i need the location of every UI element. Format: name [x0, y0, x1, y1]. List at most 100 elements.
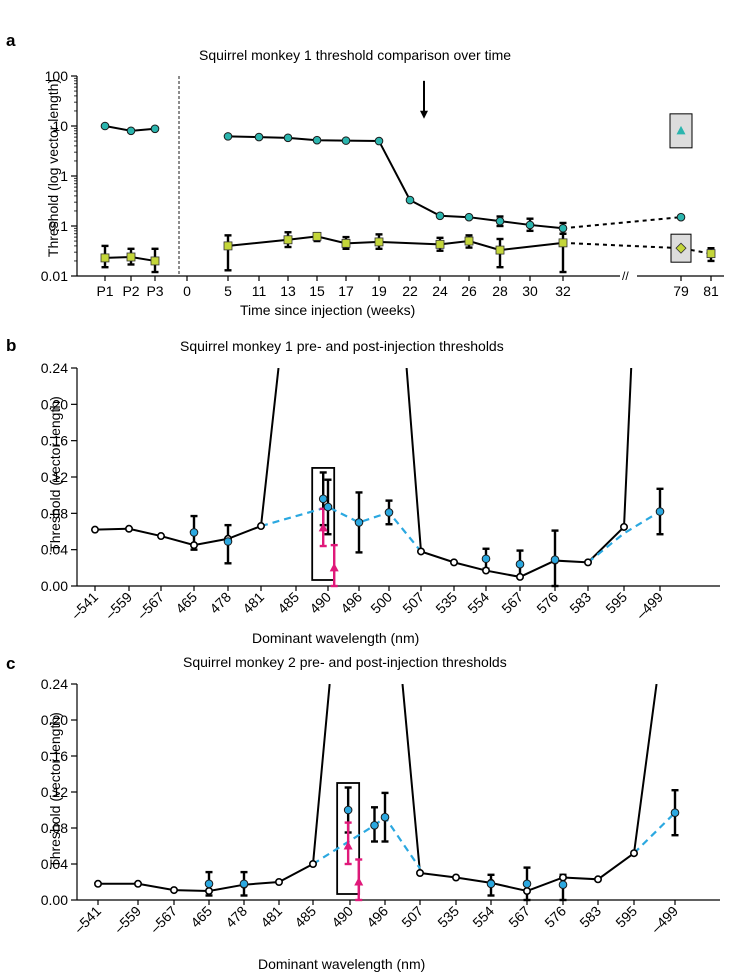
panel-b-x-tick-label: 478: [206, 589, 234, 617]
panel-a-x-tick-label: 24: [432, 283, 448, 299]
panel-c-series-1-point: [94, 879, 103, 888]
panel-c-y-tick-label: 0.04: [41, 856, 68, 872]
panel-b-x-tick-label: 507: [399, 589, 427, 617]
panel-c-series-1-point: [558, 873, 567, 882]
panel-c-x-tick-label: 554: [469, 903, 497, 931]
panel-a-x-tick-label: 17: [338, 283, 354, 299]
panel-a-series-1-point: [126, 126, 136, 136]
panel-a-highlighted-triangle: [676, 125, 686, 135]
panel-c-series-2-point: [670, 808, 680, 817]
panel-c-x-tick-label: 567: [505, 903, 533, 931]
panel-b-series-2-point: [515, 559, 525, 569]
panel-c-series-2-line: [633, 811, 676, 854]
panel-c-y-tick-label: 0.00: [41, 892, 68, 908]
panel-a-y-tick-label: 1: [60, 168, 68, 184]
panel-b-y-tick-label: 0.04: [41, 542, 68, 558]
panel-c-x-tick-label: 507: [398, 903, 426, 931]
panel-b-series-1-point: [190, 541, 199, 550]
panel-b-y-tick-label: 0.08: [41, 505, 68, 521]
panel-c-series-1-point: [274, 878, 283, 887]
panel-a-axis-break: //: [622, 269, 629, 283]
panel-b-series-1-point: [449, 558, 458, 567]
panel-a-x-tick-label: P3: [146, 283, 163, 299]
panel-b-title: Squirrel monkey 1 pre- and post-injectio…: [180, 338, 504, 354]
panel-a-series-2-point: [706, 249, 716, 259]
panel-c-x-tick-label: 535: [434, 903, 462, 931]
panel-b-series-2-point: [189, 528, 199, 537]
panel-b-x-tick-label: 496: [337, 589, 365, 617]
panel-a-series-2-point: [283, 235, 293, 245]
panel-a-series-1-point: [464, 212, 474, 222]
panel-a-series-2-point: [374, 237, 384, 247]
panel-b-plot: 0.00 0.04 0.08 0.12 0.16 0.20 0.24 –541 –559–567…: [41, 360, 720, 622]
panel-c-y-tick-label: 0.20: [41, 712, 68, 728]
panel-b-series-1-line: [405, 368, 633, 578]
panel-b-y-tick-label: 0.24: [41, 360, 68, 376]
panel-b-series-1-line: [94, 368, 280, 547]
panel-b-series-3-point: [329, 562, 339, 572]
panel-b-series-2-point: [655, 507, 665, 516]
panel-a-x-tick-label: 30: [522, 283, 538, 299]
panel-c-series-2-point: [486, 879, 496, 889]
panel-c-series-2-point: [343, 805, 353, 815]
panel-b-x-axis-label: Dominant wavelength (nm): [252, 630, 420, 646]
panel-a-series-1-point: [676, 212, 686, 222]
panel-b-series-2-line: [260, 505, 422, 553]
panel-a-y-tick-label: 0.01: [41, 268, 68, 284]
panel-c-series-3-point: [343, 841, 353, 850]
panel-b-x-tick-label: 535: [432, 589, 460, 617]
chart-panel-b: b Squirrel monkey 1 pre- and post-inject…: [0, 326, 731, 652]
panel-c-series-1-point: [522, 887, 531, 896]
panel-b-series-1-point: [125, 524, 134, 533]
panel-c-series-2-point: [370, 821, 379, 830]
panel-b-y-tick-label: 0.00: [41, 578, 68, 594]
panel-a-series-2-point: [223, 241, 233, 251]
panel-b-series-1-point: [416, 547, 425, 556]
panel-a-series-1-point: [100, 121, 110, 131]
panel-b-x-tick-label: –541: [68, 589, 101, 622]
panel-b-series-1-point: [157, 532, 166, 541]
panel-c-series-1-point: [205, 887, 214, 896]
panel-a-x-tick-label: 32: [555, 283, 571, 299]
panel-c-x-tick-label: –499: [648, 903, 681, 936]
panel-a-x-tick-label: 0: [183, 283, 191, 299]
panel-b-x-tick-label: 554: [464, 589, 492, 617]
panel-a-x-tick-label: 22: [402, 283, 418, 299]
panel-a-series-1-point: [341, 136, 351, 145]
panel-a-plot: // 0.01 0.1 1 10 100 P1 P2 P3 0 5 11 13 15 17 19 22 24 26 2…: [41, 68, 724, 299]
panel-b-y-tick-label: 0.16: [41, 433, 68, 449]
chart-panel-a: a Squirrel monkey 1 threshold comparison…: [0, 0, 731, 326]
panel-a-series-2-point: [312, 231, 322, 241]
panel-b-series-1-point: [583, 558, 592, 567]
panel-b-series-2-point: [318, 494, 328, 504]
panel-b-series-1-point: [256, 522, 265, 531]
panel-a-series-2-line: [227, 235, 564, 252]
panel-b-series-2-point: [354, 518, 364, 527]
panel-b-x-tick-label: 595: [602, 589, 630, 617]
panel-a-x-tick-label: 79: [673, 283, 689, 299]
panel-b-x-tick-label: 465: [172, 589, 200, 617]
panel-a-x-tick-label: 15: [309, 283, 325, 299]
panel-a-title: Squirrel monkey 1 threshold comparison o…: [199, 47, 512, 63]
panel-b-x-tick-label: 490: [306, 589, 334, 617]
panel-b-series-2-point: [481, 554, 491, 564]
panel-a-series-2-dashed-line: [562, 241, 712, 255]
panel-a-x-tick-label: 26: [461, 283, 477, 299]
panel-a-series-1-point: [525, 220, 535, 230]
panel-b-x-tick-label: –567: [134, 589, 167, 622]
panel-a-x-tick-label: P1: [96, 283, 113, 299]
panel-c-series-2-point: [380, 812, 390, 822]
panel-a-series-2-point: [495, 245, 505, 255]
panel-c-x-tick-label: 485: [291, 903, 319, 931]
panel-a-series-1-point: [374, 136, 384, 146]
panel-a-x-tick-label: 19: [371, 283, 387, 299]
panel-c-series-2-point: [558, 880, 568, 889]
panel-b-series-2-point: [223, 537, 233, 546]
panel-c-highlight-box: [336, 782, 361, 895]
panel-b-x-tick-label: 500: [367, 589, 395, 617]
panel-c-x-tick-label: 490: [328, 903, 356, 931]
panel-b-series-2-line: [587, 510, 661, 564]
panel-c-series-1-point: [170, 886, 179, 895]
panel-a-series-1-line: [227, 135, 564, 230]
panel-a-series-1-point: [405, 195, 415, 205]
